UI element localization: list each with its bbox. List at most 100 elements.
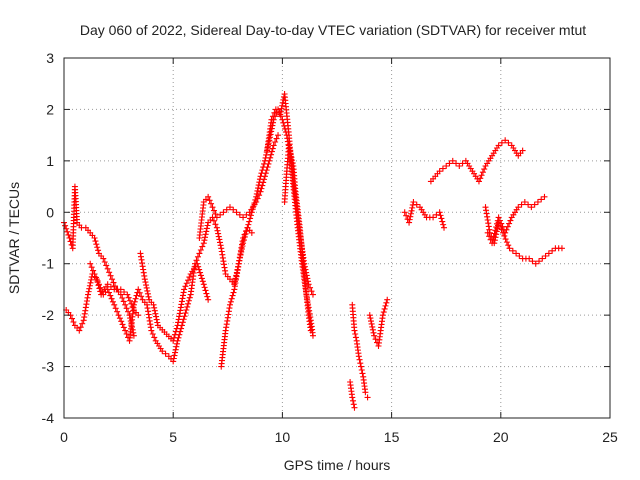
data-point	[202, 234, 209, 241]
data-point	[279, 102, 286, 109]
data-point	[541, 193, 548, 200]
series-H	[281, 142, 314, 334]
data-point	[519, 147, 526, 154]
data-points	[61, 91, 565, 411]
data-point	[536, 258, 543, 265]
data-point	[240, 237, 247, 244]
data-point	[128, 300, 135, 307]
data-point	[439, 218, 446, 225]
x-tick-label: 5	[169, 429, 177, 445]
plot-frame	[63, 57, 611, 419]
series-D	[137, 250, 212, 344]
data-point	[484, 229, 491, 236]
data-point	[271, 109, 278, 116]
data-point	[66, 235, 73, 241]
data-point	[209, 204, 216, 211]
data-point	[502, 137, 509, 144]
data-point	[201, 237, 208, 244]
data-point	[289, 160, 296, 167]
data-point	[240, 214, 247, 221]
data-point	[125, 308, 132, 315]
data-point	[98, 288, 105, 295]
data-point	[545, 250, 552, 257]
data-point	[92, 238, 99, 245]
data-point	[126, 297, 133, 304]
data-point	[208, 200, 215, 207]
data-point	[453, 160, 460, 167]
data-point	[253, 190, 260, 197]
data-point	[277, 108, 284, 115]
data-point	[95, 247, 102, 254]
data-point	[437, 212, 444, 219]
data-point	[355, 353, 362, 360]
data-point	[130, 329, 137, 336]
data-point	[287, 151, 294, 158]
data-point	[269, 145, 276, 152]
data-point	[258, 185, 265, 192]
data-point	[108, 295, 115, 302]
data-point	[104, 281, 111, 288]
y-tick-label: 0	[46, 204, 54, 220]
data-point	[172, 346, 179, 353]
data-point	[237, 251, 244, 258]
data-point	[172, 349, 179, 356]
data-point	[217, 211, 224, 218]
data-point	[201, 284, 208, 291]
data-point	[531, 201, 538, 208]
data-point	[307, 284, 314, 291]
data-point	[172, 328, 179, 335]
data-point	[132, 295, 139, 302]
data-point	[120, 298, 127, 305]
data-point	[499, 223, 506, 230]
data-point	[358, 363, 365, 370]
data-point	[305, 281, 312, 288]
y-axis-label: SDTVAR / TECUs	[6, 182, 22, 294]
data-point	[477, 175, 484, 182]
data-point	[351, 404, 358, 411]
data-point	[210, 207, 217, 214]
y-tick-label: -2	[42, 307, 55, 323]
data-point	[91, 271, 98, 277]
data-point	[489, 240, 496, 247]
data-point	[216, 236, 223, 243]
data-point	[491, 230, 498, 237]
data-point	[287, 148, 294, 155]
chart-title: Day 060 of 2022, Sidereal Day-to-day VTE…	[80, 22, 586, 38]
y-tick-label: 1	[46, 153, 54, 169]
data-point	[205, 193, 212, 200]
data-point	[255, 185, 262, 192]
data-point	[86, 282, 93, 289]
data-point	[368, 318, 375, 325]
data-point	[441, 224, 448, 231]
data-point	[242, 230, 249, 237]
data-point	[210, 217, 217, 224]
data-point	[212, 211, 219, 217]
data-point	[379, 312, 386, 319]
data-point	[87, 260, 94, 267]
data-point	[144, 290, 151, 297]
data-point	[352, 331, 359, 337]
data-point	[180, 316, 187, 323]
data-point	[362, 389, 369, 396]
x-axis-label: GPS time / hours	[284, 457, 391, 473]
data-point	[109, 298, 116, 305]
data-point	[107, 292, 114, 299]
data-point	[558, 245, 565, 252]
data-point	[135, 312, 142, 319]
data-point	[505, 242, 512, 249]
data-point	[86, 285, 93, 292]
data-point	[215, 233, 222, 240]
x-tick-label: 15	[384, 429, 400, 445]
data-point	[407, 210, 414, 217]
data-point	[197, 247, 204, 253]
data-point	[107, 283, 114, 290]
x-tick-label: 10	[275, 429, 291, 445]
data-point	[203, 228, 210, 235]
data-point	[430, 214, 437, 221]
data-point	[277, 111, 284, 118]
data-point	[91, 235, 98, 241]
data-point	[118, 318, 125, 325]
data-point	[227, 298, 234, 305]
data-point	[197, 272, 204, 279]
